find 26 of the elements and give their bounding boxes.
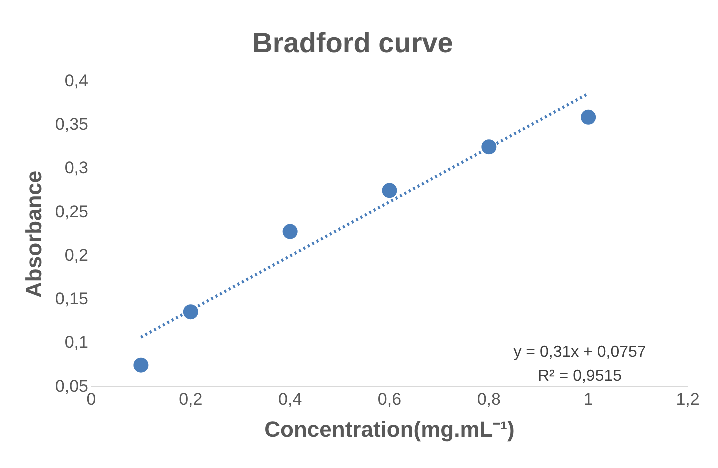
y-tick-label: 0,05: [55, 376, 88, 396]
y-tick-label: 0,2: [64, 246, 88, 265]
annotation: y = 0,31x + 0,0757: [514, 344, 646, 362]
point: [382, 183, 398, 198]
point: [581, 110, 596, 125]
x-tick-label: 0,6: [378, 390, 402, 410]
x-tick-label: 0,2: [179, 390, 203, 410]
y-tick-label: 0,3: [64, 158, 88, 178]
y-tick-label: 0,1: [64, 333, 88, 352]
x-axis-title: Concentration(mg.mL⁻¹): [264, 416, 515, 442]
y-tick-label: 0,15: [55, 290, 88, 309]
chart-title: Bradford curve: [252, 28, 454, 59]
y-axis-title: Absorbance: [21, 170, 46, 298]
annotation: R² = 0,9515: [538, 368, 622, 386]
point: [134, 358, 149, 373]
point: [282, 224, 298, 240]
x-tick-label: 1,2: [676, 390, 700, 410]
x-tick-label: 1: [584, 390, 594, 410]
x-tick-label: 0: [86, 390, 96, 410]
y-tick-label: 0,25: [55, 202, 88, 222]
point: [482, 140, 497, 155]
point: [183, 304, 198, 320]
x-tick-label: 0,4: [278, 390, 302, 410]
y-tick-label: 0,35: [55, 114, 88, 134]
x-tick-label: 0,8: [477, 390, 501, 410]
y-tick-label: 0,4: [64, 71, 88, 90]
